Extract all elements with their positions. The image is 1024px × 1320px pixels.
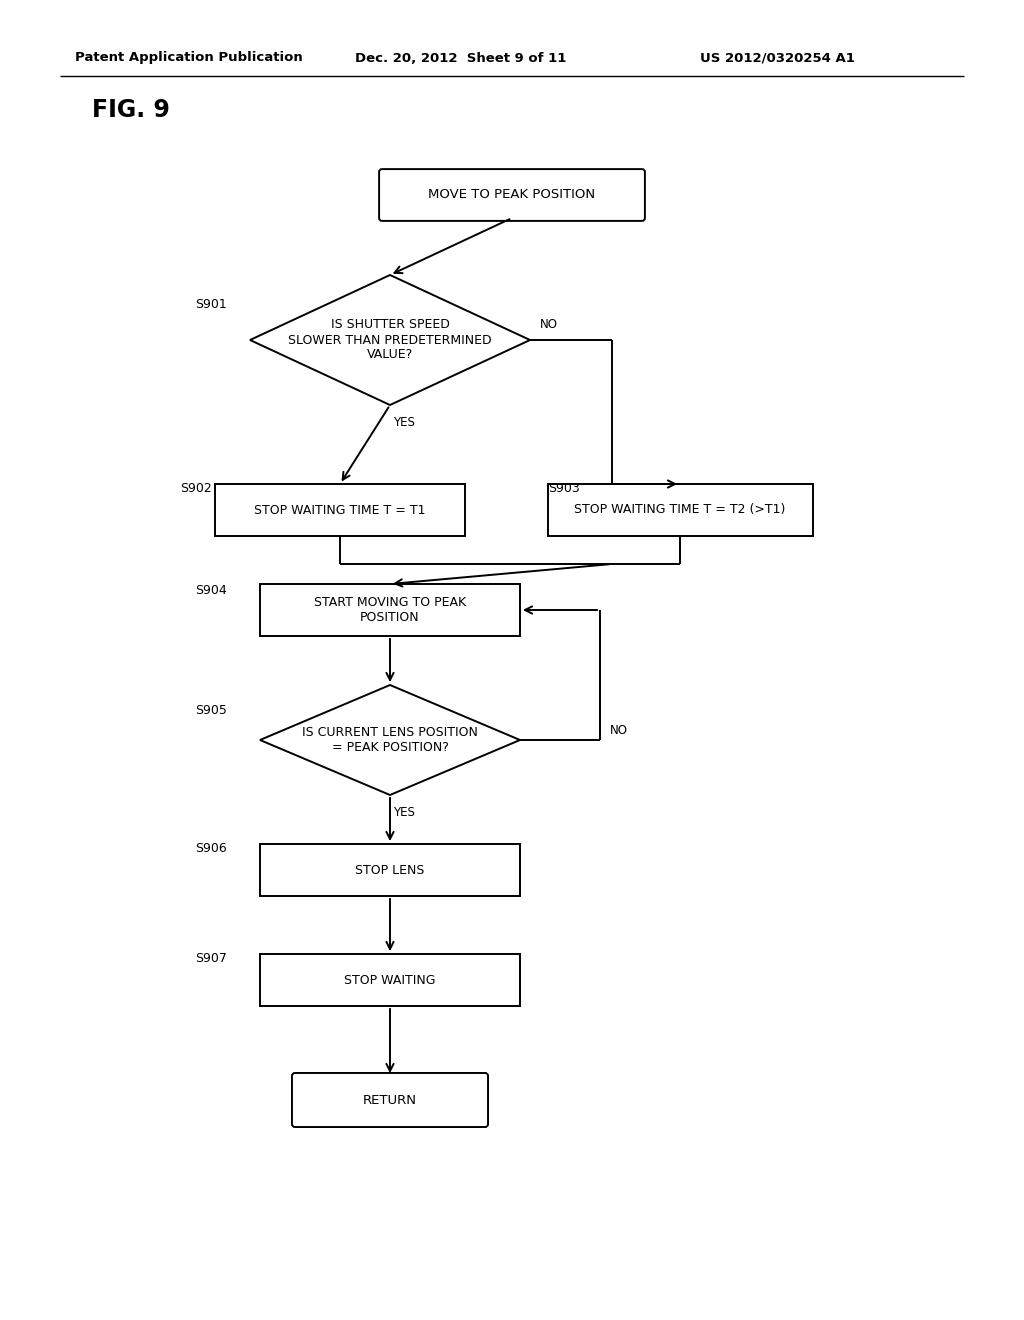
Text: STOP WAITING TIME T = T2 (>T1): STOP WAITING TIME T = T2 (>T1) xyxy=(574,503,785,516)
Text: STOP LENS: STOP LENS xyxy=(355,863,425,876)
Text: YES: YES xyxy=(393,416,415,429)
Text: S901: S901 xyxy=(195,298,226,312)
Text: S903: S903 xyxy=(548,482,580,495)
Text: NO: NO xyxy=(610,723,628,737)
Text: YES: YES xyxy=(393,805,415,818)
Text: STOP WAITING: STOP WAITING xyxy=(344,974,436,986)
Text: S905: S905 xyxy=(195,704,227,717)
Text: START MOVING TO PEAK
POSITION: START MOVING TO PEAK POSITION xyxy=(314,597,466,624)
Bar xyxy=(548,484,812,536)
Text: IS CURRENT LENS POSITION
= PEAK POSITION?: IS CURRENT LENS POSITION = PEAK POSITION… xyxy=(302,726,478,754)
Text: US 2012/0320254 A1: US 2012/0320254 A1 xyxy=(700,51,855,65)
Polygon shape xyxy=(260,685,520,795)
Text: FIG. 9: FIG. 9 xyxy=(92,98,170,121)
Bar xyxy=(260,583,520,636)
Bar xyxy=(215,484,465,536)
Text: Patent Application Publication: Patent Application Publication xyxy=(75,51,303,65)
Text: S904: S904 xyxy=(195,583,226,597)
Text: S907: S907 xyxy=(195,952,227,965)
Text: RETURN: RETURN xyxy=(362,1093,417,1106)
FancyBboxPatch shape xyxy=(379,169,645,220)
Polygon shape xyxy=(250,275,530,405)
Text: MOVE TO PEAK POSITION: MOVE TO PEAK POSITION xyxy=(428,189,596,202)
Bar xyxy=(260,954,520,1006)
Bar xyxy=(260,843,520,896)
Text: NO: NO xyxy=(540,318,558,331)
Text: S906: S906 xyxy=(195,842,226,854)
Text: Dec. 20, 2012  Sheet 9 of 11: Dec. 20, 2012 Sheet 9 of 11 xyxy=(355,51,566,65)
Text: S902: S902 xyxy=(180,482,212,495)
Text: STOP WAITING TIME T = T1: STOP WAITING TIME T = T1 xyxy=(254,503,426,516)
FancyBboxPatch shape xyxy=(292,1073,488,1127)
Text: IS SHUTTER SPEED
SLOWER THAN PREDETERMINED
VALUE?: IS SHUTTER SPEED SLOWER THAN PREDETERMIN… xyxy=(288,318,492,362)
